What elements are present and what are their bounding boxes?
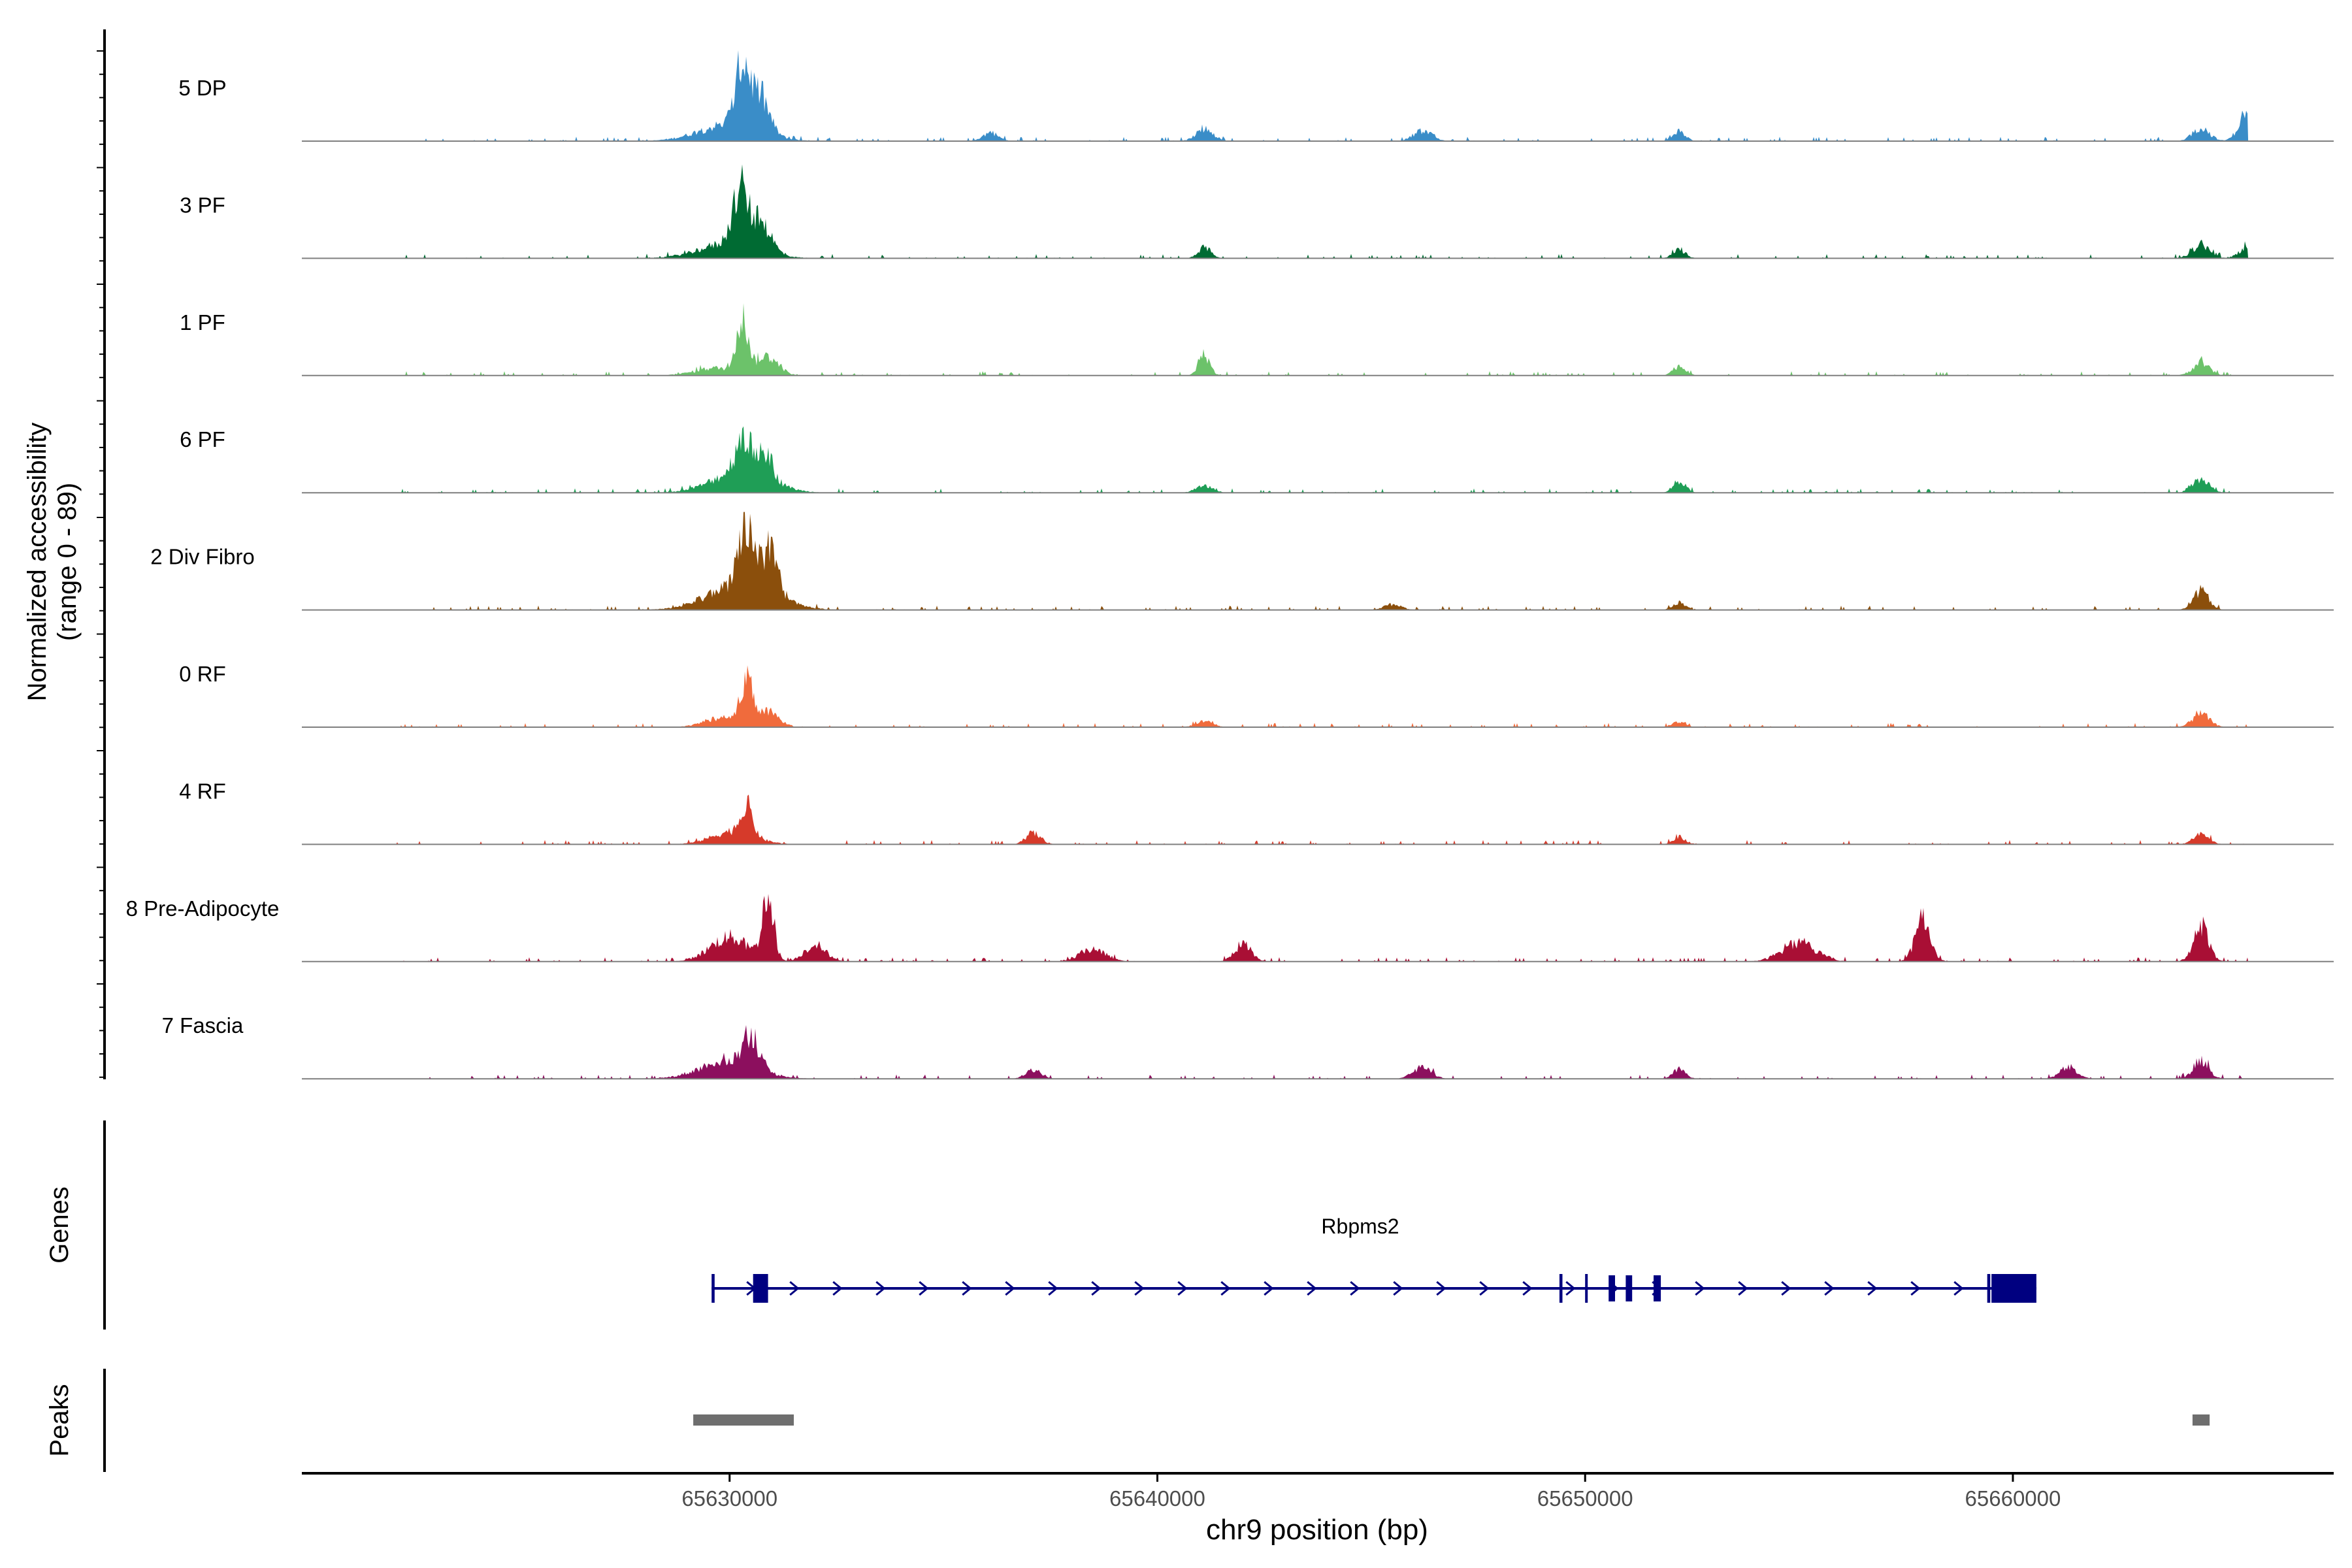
gene-strand-arrow <box>1565 1281 1576 1296</box>
track-label: 2 Div Fibro <box>150 545 255 569</box>
gene-strand-arrow <box>789 1281 800 1296</box>
track-signal-area <box>396 665 2249 727</box>
track-signal-area <box>396 512 2249 610</box>
track-signal-area <box>396 1025 2249 1079</box>
x-tick-label: 65650000 <box>1537 1486 1633 1511</box>
track-signal-area <box>396 794 2249 845</box>
accessibility-y-axis <box>97 29 106 1079</box>
gene-exon <box>1609 1275 1615 1301</box>
gene-name-label: Rbpms2 <box>1321 1215 1399 1238</box>
gene-strand-arrow <box>1048 1281 1058 1296</box>
track-label: 0 RF <box>179 662 226 686</box>
gene-exon <box>1625 1275 1633 1301</box>
gene-strand-arrow <box>1134 1281 1145 1296</box>
track-label: 4 RF <box>179 779 226 803</box>
gene-strand-arrow <box>875 1281 886 1296</box>
gene-strand-arrow <box>1350 1281 1360 1296</box>
gene-exon <box>753 1274 768 1303</box>
track-label: 6 PF <box>180 427 225 451</box>
gene-exon <box>1585 1274 1588 1303</box>
track-label: 7 Fascia <box>162 1013 244 1037</box>
y-axis-title-line2: (range 0 - 89) <box>53 483 82 641</box>
gene-exon <box>1654 1275 1661 1301</box>
gene-strand-arrow <box>1091 1281 1102 1296</box>
accessibility-tracks: 5 DP 3 PF 1 PF 6 PF 2 Div Fibro 0 RF 4 RF 8 Pre… <box>126 50 2334 1080</box>
gene-model-rbpms2 <box>711 1274 2036 1303</box>
track-signal-area <box>396 50 2249 142</box>
track-signal-area <box>396 164 2249 259</box>
track-6-pf: 6 PF <box>180 426 2334 494</box>
gene-exon <box>711 1274 715 1303</box>
gene-strand-arrow <box>1953 1281 1964 1296</box>
track-label: 3 PF <box>180 193 225 217</box>
gene-strand-arrow <box>1393 1281 1403 1296</box>
gene-strand-arrow <box>1824 1281 1835 1296</box>
gene-strand-arrow <box>1910 1281 1921 1296</box>
gene-strand-arrow <box>1177 1281 1188 1296</box>
gene-strand-arrow <box>1479 1281 1490 1296</box>
track-8-pre-adipocyte: 8 Pre-Adipocyte <box>126 894 2334 962</box>
x-tick-label: 65630000 <box>681 1486 777 1511</box>
track-0-rf: 0 RF <box>179 662 2334 728</box>
track-label: 8 Pre-Adipocyte <box>126 896 280 921</box>
track-3-pf: 3 PF <box>180 164 2334 259</box>
genes-panel-title: Genes <box>45 1186 74 1264</box>
x-axis-title: chr9 position (bp) <box>1206 1514 1428 1546</box>
track-4-rf: 4 RF <box>179 779 2334 845</box>
track-7-fascia: 7 Fascia <box>162 1013 2334 1080</box>
gene-strand-arrow <box>962 1281 972 1296</box>
track-signal-area <box>396 894 2249 962</box>
gene-strand-arrow <box>1307 1281 1317 1296</box>
track-1-pf: 1 PF <box>180 303 2334 376</box>
track-label: 1 PF <box>180 310 225 335</box>
gene-exon <box>1987 1274 1991 1303</box>
gene-strand-arrow <box>832 1281 843 1296</box>
peak-region <box>693 1414 794 1426</box>
gene-strand-arrow <box>1522 1281 1533 1296</box>
track-2-div-fibro: 2 Div Fibro <box>150 512 2334 611</box>
track-5-dp: 5 DP <box>178 50 2334 142</box>
track-signal-area <box>396 426 2249 493</box>
peak-region <box>2192 1414 2210 1426</box>
track-signal-area <box>396 303 2249 376</box>
x-tick-label: 65640000 <box>1109 1486 1205 1511</box>
gene-strand-arrow <box>1220 1281 1231 1296</box>
gene-exon <box>1559 1274 1563 1303</box>
gene-strand-arrow <box>1695 1281 1705 1296</box>
x-tick-label: 65660000 <box>1965 1486 2061 1511</box>
gene-strand-arrow <box>1781 1281 1791 1296</box>
x-axis-ticks: 65630000 65640000 65650000 65660000 <box>681 1473 2061 1511</box>
gene-strand-arrow <box>1738 1281 1748 1296</box>
gene-strand-arrow <box>1005 1281 1015 1296</box>
gene-strand-arrow <box>1436 1281 1446 1296</box>
gene-strand-arrow <box>1264 1281 1274 1296</box>
track-label: 5 DP <box>178 76 226 100</box>
gene-exon <box>1991 1274 2036 1303</box>
peaks-panel-title: Peaks <box>45 1384 74 1456</box>
y-axis-title-line1: Normalized accessibility <box>23 423 52 702</box>
gene-strand-arrow <box>919 1281 929 1296</box>
peak-regions <box>693 1414 2210 1426</box>
gene-strand-arrow <box>1867 1281 1878 1296</box>
